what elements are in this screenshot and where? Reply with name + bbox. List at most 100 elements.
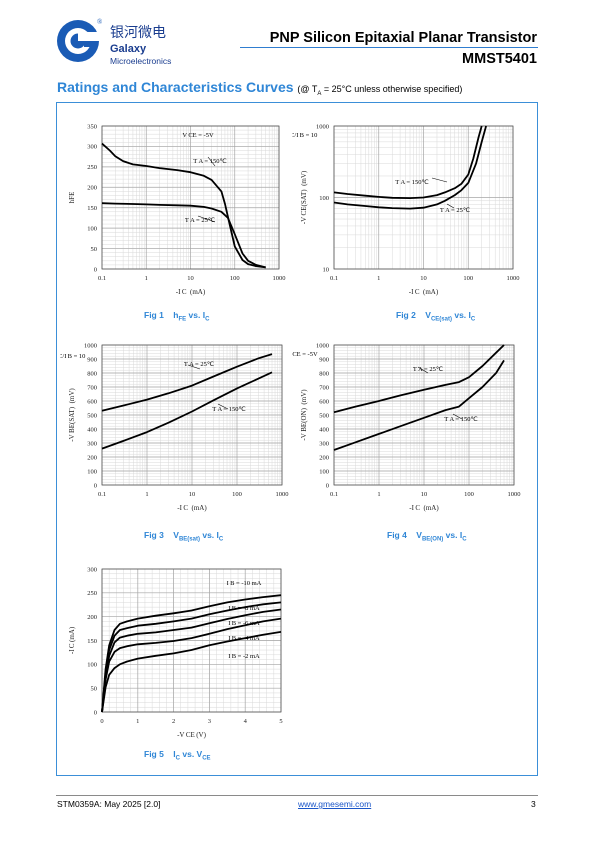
y-axis-label: -V BE(SAT) (mV) <box>68 388 76 442</box>
series-line <box>333 344 505 414</box>
y-tick-label: 250 <box>87 590 97 597</box>
chart-annotation: V CE = -5V <box>182 132 214 139</box>
y-tick-label: 500 <box>319 412 329 419</box>
plot-border <box>101 568 282 713</box>
annotation-leader <box>207 156 216 167</box>
x-tick-label: 100 <box>232 491 242 498</box>
series-line <box>101 353 273 412</box>
y-tick-label: 800 <box>87 370 97 377</box>
y-tick-label: 600 <box>87 398 97 405</box>
footer-divider <box>56 795 538 796</box>
x-tick-label: 0.1 <box>330 275 338 282</box>
series-line <box>101 617 282 713</box>
y-tick-label: 10 <box>323 266 330 273</box>
y-tick-label: 600 <box>319 398 329 405</box>
y-tick-label: 100 <box>319 195 329 202</box>
y-tick-label: 1000 <box>84 342 97 349</box>
annotation-leader <box>187 364 201 370</box>
x-axis-label: -V CE (V) <box>177 731 207 739</box>
series-line <box>101 601 282 713</box>
fig2-caption: Fig 2 VCE(sat) vs. IC <box>396 310 476 323</box>
series-line <box>333 125 483 199</box>
y-tick-label: 900 <box>319 356 329 363</box>
y-tick-label: 800 <box>319 370 329 377</box>
x-tick-label: 100 <box>463 275 473 282</box>
x-tick-label: 0.1 <box>98 275 106 282</box>
y-tick-label: 300 <box>87 144 97 151</box>
brand-subtitle: Microelectronics <box>110 56 172 66</box>
series-line <box>101 371 273 450</box>
series-line <box>333 125 487 210</box>
chart-annotation: I C/I B = 10 <box>60 353 85 360</box>
x-tick-label: 1000 <box>508 491 521 498</box>
y-tick-label: 0 <box>94 266 97 273</box>
x-tick-label: 1 <box>377 491 380 498</box>
website-link[interactable]: www.gmesemi.com <box>298 799 372 809</box>
chart-annotation: T A = 150℃ <box>193 158 227 165</box>
y-tick-label: 250 <box>87 164 97 171</box>
y-tick-label: 300 <box>319 440 329 447</box>
y-tick-label: 200 <box>87 614 97 621</box>
x-tick-label: 1000 <box>507 275 520 282</box>
y-tick-label: 100 <box>319 468 329 475</box>
x-tick-label: 100 <box>230 275 240 282</box>
chart-annotation: T A = 25℃ <box>413 366 444 373</box>
x-tick-label: 5 <box>279 718 282 725</box>
section-title-text: Ratings and Characteristics Curves <box>57 79 294 95</box>
y-tick-label: 100 <box>87 225 97 232</box>
chart-annotation: T A = 150℃ <box>212 406 246 413</box>
fig4-caption: Fig 4 VBE(ON) vs. IC <box>387 530 467 543</box>
x-axis-label: -I C (mA) <box>409 288 439 296</box>
plot-border <box>333 125 514 270</box>
y-tick-label: 50 <box>91 685 98 692</box>
chart-vbeon-vs-ic: 0.1 1 10 100 1000 0 100 200 300 400 500 600 700 800 90… <box>292 342 521 512</box>
grid <box>101 125 280 270</box>
galaxy-logo-icon: ® <box>57 18 102 62</box>
x-tick-label: 1000 <box>273 275 286 282</box>
y-tick-label: 350 <box>87 123 97 130</box>
chart-annotation: T A = 25℃ <box>185 217 216 224</box>
annotation-leader <box>452 413 463 420</box>
series-line <box>101 631 282 713</box>
x-tick-label: 10 <box>187 275 194 282</box>
chart-annotation: I C/I B = 10 <box>292 132 317 139</box>
brand-name-chinese: 银河微电 <box>110 25 166 41</box>
annotation-leader <box>446 203 455 209</box>
y-tick-label: 100 <box>87 468 97 475</box>
x-axis-label: -I C (mA) <box>176 288 206 296</box>
y-tick-label: 150 <box>87 205 97 212</box>
x-tick-label: 0.1 <box>98 491 106 498</box>
chart-annotation: T A = 150℃ <box>395 179 429 186</box>
y-axis-label: -I C (mA) <box>68 626 76 654</box>
y-tick-label: 200 <box>87 185 97 192</box>
chart-annotation: I B = -6 mA <box>228 620 260 627</box>
svg-text:®: ® <box>97 18 102 26</box>
section-title: Ratings and Characteristics Curves (@ TA… <box>57 79 462 97</box>
chart-annotation: T A = 150℃ <box>444 416 478 423</box>
x-tick-label: 10 <box>421 491 428 498</box>
y-axis-label: -V BE(ON) (mV) <box>300 389 308 441</box>
x-tick-label: 3 <box>208 718 211 725</box>
y-tick-label: 50 <box>91 246 98 253</box>
series-line <box>333 359 505 451</box>
x-tick-label: 4 <box>244 718 248 725</box>
y-tick-label: 0 <box>326 482 329 489</box>
chart-vcesat-vs-ic: 0.1 1 10 100 1000 10 100 1000 -I C (mA) -V CE(SAT… <box>292 123 520 296</box>
section-note: (@ TA = 25°C unless otherwise specified) <box>297 84 463 97</box>
x-axis-label: -I C (mA) <box>177 504 207 512</box>
series-line <box>101 142 266 269</box>
document-title: PNP Silicon Epitaxial Planar Transistor <box>269 30 537 46</box>
y-tick-label: 300 <box>87 440 97 447</box>
plot-border <box>101 125 280 270</box>
x-tick-label: 1000 <box>276 491 289 498</box>
annotation-leader <box>417 366 429 374</box>
plot-border <box>333 344 515 486</box>
y-tick-label: 700 <box>87 384 97 391</box>
fig5-caption: Fig 5 IC vs. VCE <box>144 749 211 762</box>
chart-annotation: I B = -2 mA <box>228 653 260 660</box>
series-line <box>101 202 266 269</box>
grid <box>333 344 515 486</box>
chart-annotation: T A = 25℃ <box>184 361 215 368</box>
header-divider <box>240 47 538 49</box>
